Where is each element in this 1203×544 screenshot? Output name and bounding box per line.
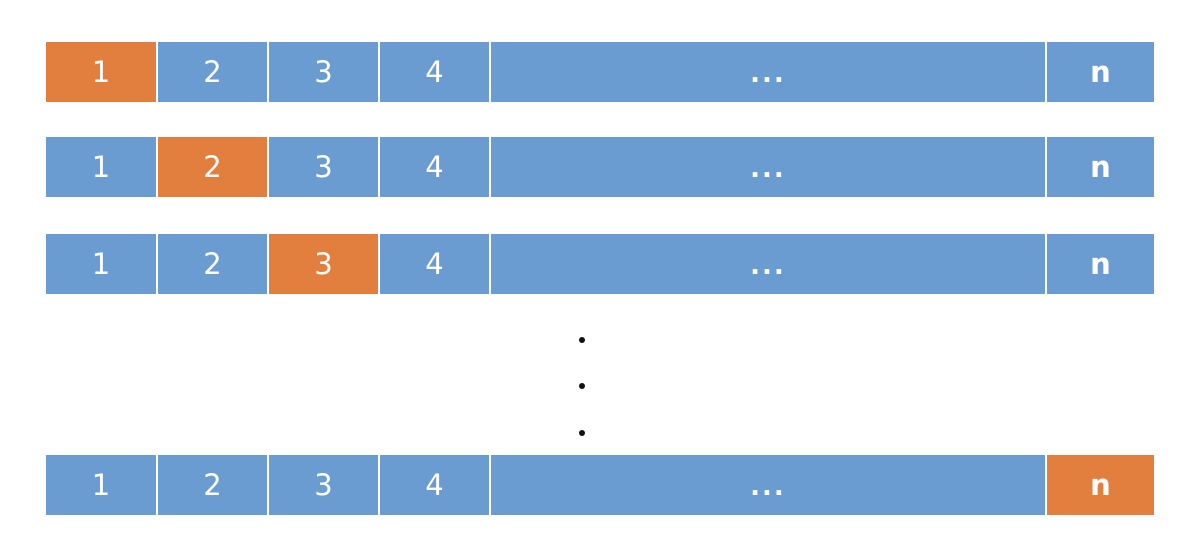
row-2-cell-1: 1 xyxy=(46,137,156,197)
row-3-cell-2: 2 xyxy=(156,234,267,294)
sequence-row-1: 1 2 3 4 ... n xyxy=(46,42,1154,102)
vertical-ellipsis-dot-3: • xyxy=(579,430,585,436)
row-2-ellipsis-cell: ... xyxy=(489,137,1045,197)
row-1-cell-n: n xyxy=(1045,42,1154,102)
sequence-row-2: 1 2 3 4 ... n xyxy=(46,137,1154,197)
row-1-ellipsis-cell: ... xyxy=(489,42,1045,102)
row-2-cell-2: 2 xyxy=(156,137,267,197)
row-2-cell-n: n xyxy=(1045,137,1154,197)
row-3-ellipsis-cell: ... xyxy=(489,234,1045,294)
row-4-ellipsis-cell: ... xyxy=(489,455,1045,515)
row-4-cell-2: 2 xyxy=(156,455,267,515)
row-2-cell-3: 3 xyxy=(267,137,378,197)
row-4-cell-1: 1 xyxy=(46,455,156,515)
row-1-cell-2: 2 xyxy=(156,42,267,102)
row-3-cell-3: 3 xyxy=(267,234,378,294)
row-1-cell-4: 4 xyxy=(378,42,489,102)
vertical-ellipsis-dot-1: • xyxy=(579,337,585,343)
row-1-cell-1: 1 xyxy=(46,42,156,102)
sequence-row-4: 1 2 3 4 ... n xyxy=(46,455,1154,515)
sequence-row-3: 1 2 3 4 ... n xyxy=(46,234,1154,294)
row-2-cell-4: 4 xyxy=(378,137,489,197)
row-4-cell-3: 3 xyxy=(267,455,378,515)
row-3-cell-4: 4 xyxy=(378,234,489,294)
vertical-ellipsis-dot-2: • xyxy=(579,383,585,389)
row-3-cell-n: n xyxy=(1045,234,1154,294)
row-4-cell-4: 4 xyxy=(378,455,489,515)
row-1-cell-3: 3 xyxy=(267,42,378,102)
row-3-cell-1: 1 xyxy=(46,234,156,294)
row-4-cell-n: n xyxy=(1045,455,1154,515)
